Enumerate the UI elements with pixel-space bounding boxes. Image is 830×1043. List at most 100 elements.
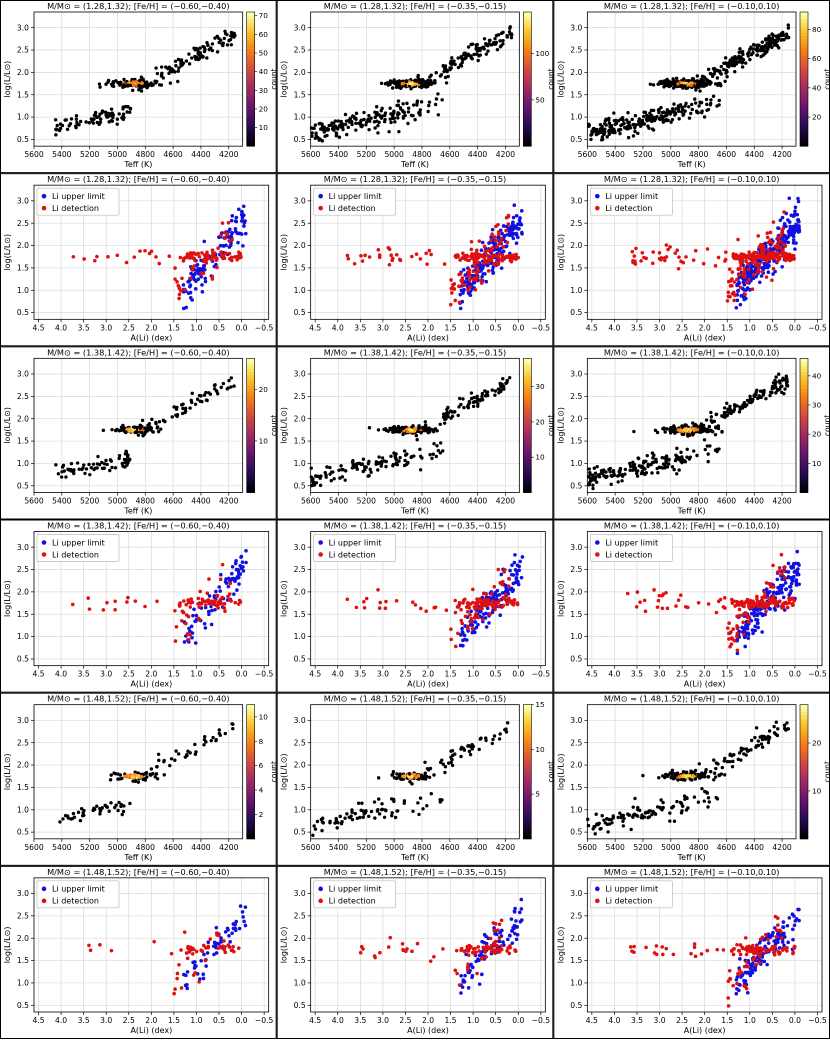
data-point <box>592 476 595 479</box>
data-point <box>105 601 109 605</box>
data-point <box>588 481 591 484</box>
data-point <box>623 472 626 475</box>
data-point <box>203 268 207 272</box>
data-point <box>56 124 59 127</box>
data-point <box>767 270 771 274</box>
data-point <box>426 110 429 113</box>
data-point <box>710 429 713 432</box>
data-point <box>232 592 236 596</box>
x-tick-label: 3.0 <box>100 670 112 679</box>
data-point <box>462 289 466 293</box>
data-point <box>446 411 449 414</box>
data-point <box>449 303 453 307</box>
data-point <box>122 78 125 81</box>
data-point <box>419 257 423 261</box>
data-point <box>468 401 471 404</box>
panel-title: M/M⊙ = (1.28,1.32); [Fe/H] = (−0.10,0.10… <box>604 1 780 11</box>
x-tick-label: 0.5 <box>490 670 502 679</box>
data-point <box>515 214 519 218</box>
data-point <box>183 411 186 414</box>
data-point <box>650 114 653 117</box>
y-tick-label: 2.5 <box>570 392 582 401</box>
data-point <box>780 231 784 235</box>
data-point <box>468 285 472 289</box>
data-point <box>381 456 384 459</box>
data-point <box>790 582 794 586</box>
data-point <box>362 470 365 473</box>
data-point <box>184 622 188 626</box>
data-point <box>199 275 203 279</box>
data-point <box>794 206 798 210</box>
data-point <box>198 394 201 397</box>
data-point <box>188 62 191 65</box>
data-point <box>361 462 364 465</box>
data-point <box>710 415 713 418</box>
colorbar-segment <box>523 19 531 23</box>
data-point <box>129 429 132 432</box>
data-point <box>157 430 160 433</box>
data-point <box>504 589 508 593</box>
y-tick-label: 1.0 <box>294 632 306 641</box>
data-point <box>756 270 760 274</box>
data-point <box>373 126 376 129</box>
data-point <box>79 120 82 123</box>
data-point <box>793 231 797 235</box>
colorbar-segment <box>800 42 808 46</box>
data-point <box>472 405 475 408</box>
data-point <box>688 116 691 119</box>
colorbar-segment <box>247 15 255 19</box>
data-point <box>735 306 739 310</box>
colorbar-segment <box>800 133 808 137</box>
data-point <box>777 226 781 230</box>
data-point <box>187 599 191 603</box>
data-point <box>679 429 682 432</box>
data-point <box>190 298 194 302</box>
data-point <box>502 570 506 574</box>
x-tick-label: −0.5 <box>532 670 551 679</box>
data-point <box>760 49 763 52</box>
x-tick-label: 0.5 <box>766 323 778 332</box>
colorbar-tick-label: 20 <box>812 113 822 122</box>
data-point <box>193 264 197 268</box>
data-point <box>423 429 426 432</box>
colorbar-segment <box>523 46 531 50</box>
data-point <box>220 386 223 389</box>
data-point <box>205 56 208 59</box>
data-point <box>92 462 95 465</box>
colorbar-segment <box>523 419 531 423</box>
data-point <box>736 289 740 293</box>
data-point <box>59 122 62 125</box>
data-point <box>656 471 659 474</box>
colorbar-segment <box>800 96 808 100</box>
data-point <box>449 627 453 631</box>
data-point <box>337 469 340 472</box>
data-point <box>773 245 777 249</box>
data-point <box>772 34 775 37</box>
data-point <box>645 119 648 122</box>
colorbar-tick-label: 10 <box>535 453 545 462</box>
data-point <box>741 65 744 68</box>
colorbar-segment <box>523 133 531 137</box>
data-point <box>382 428 385 431</box>
data-point <box>483 272 487 276</box>
data-point <box>779 234 783 238</box>
data-point <box>743 275 747 279</box>
data-point <box>403 111 406 114</box>
colorbar-segment <box>523 399 531 403</box>
data-point <box>167 72 170 75</box>
data-point <box>480 606 484 610</box>
data-point <box>419 455 422 458</box>
data-point <box>797 220 801 224</box>
data-point <box>774 375 777 378</box>
colorbar-segment <box>800 415 808 419</box>
colorbar-segment <box>247 486 255 490</box>
data-point <box>88 607 92 611</box>
data-point <box>510 231 514 235</box>
data-point <box>488 612 492 616</box>
data-point <box>491 388 494 391</box>
data-point <box>72 472 75 475</box>
data-point <box>143 432 146 435</box>
x-tick-label: 5400 <box>52 150 71 159</box>
colorbar-segment <box>523 452 531 456</box>
data-point <box>339 464 342 467</box>
